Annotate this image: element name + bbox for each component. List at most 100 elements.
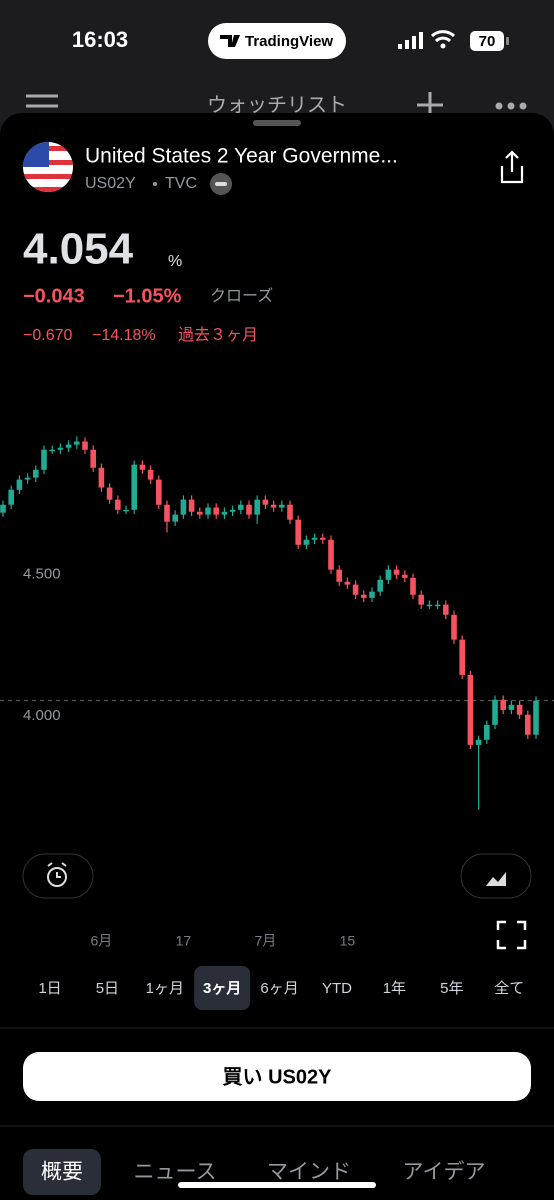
candle-body	[115, 499, 121, 510]
exchange: TVC	[165, 175, 197, 192]
candle-body	[418, 594, 424, 605]
range-tab[interactable]: 全て	[494, 979, 524, 997]
candle-body	[164, 504, 170, 522]
y-tick-label: 4.000	[23, 707, 61, 724]
candle-body	[205, 507, 211, 515]
separator-dot	[153, 182, 157, 186]
candle-body	[147, 469, 154, 480]
change: −0.043	[23, 285, 85, 307]
candle-body	[213, 507, 219, 515]
candle-body	[377, 579, 383, 592]
candle-body	[467, 674, 474, 745]
candle-body	[106, 487, 113, 500]
flag	[23, 142, 73, 192]
candle-body	[311, 537, 318, 540]
candle-body	[516, 704, 523, 715]
candle-body	[74, 441, 80, 445]
x-tick-label: 17	[176, 933, 192, 949]
candle-body	[328, 539, 334, 570]
candle-body	[279, 504, 285, 508]
candle-body	[41, 449, 47, 470]
sheet-handle[interactable]	[253, 120, 301, 126]
candle-body	[344, 581, 351, 585]
candle-body	[492, 699, 498, 725]
x-tick-label: 7月	[255, 933, 277, 949]
tv-logo	[220, 35, 240, 47]
bottom-tab[interactable]: ニュース	[134, 1161, 217, 1184]
wifi	[430, 30, 456, 43]
chart-type-button[interactable]	[460, 853, 532, 899]
range-tab[interactable]: 1ヶ月	[146, 980, 184, 997]
bottom-tab[interactable]: マインド	[267, 1161, 351, 1184]
candle-body	[180, 499, 187, 515]
background-title: ウォッチリスト	[207, 94, 347, 116]
x-tick-label: 6月	[91, 933, 113, 949]
price: 4.054	[23, 225, 134, 274]
candle-body	[287, 504, 293, 520]
alert-button[interactable]	[22, 853, 94, 899]
chart-type-icon	[486, 872, 506, 886]
candle-body	[484, 724, 490, 740]
range-tab[interactable]: 1日	[38, 980, 61, 997]
fullscreen-icon[interactable]	[496, 920, 527, 950]
y-tick-label: 4.500	[23, 566, 61, 583]
candle-body	[254, 499, 260, 515]
candle-body	[393, 569, 400, 575]
candle-body	[82, 441, 88, 450]
wifi-dot	[440, 43, 446, 49]
candle-body	[139, 464, 146, 470]
candle-body	[303, 539, 310, 545]
candle-body	[369, 591, 375, 598]
candle-body	[65, 444, 72, 448]
period-label: 過去３ヶ月	[178, 326, 258, 344]
selected-tab-bg	[194, 966, 251, 1010]
battery-level: 70	[479, 33, 496, 50]
candle-body	[16, 479, 23, 490]
candle-body	[475, 739, 482, 745]
menu-icon[interactable]	[26, 94, 58, 108]
sheet	[0, 113, 554, 1200]
candle-body	[229, 509, 236, 512]
share-icon[interactable]	[500, 150, 524, 184]
buy-button[interactable]	[23, 1052, 531, 1101]
candle-body	[57, 447, 64, 450]
ticker: US02Y	[85, 175, 136, 192]
candle-body	[410, 577, 416, 595]
candle-body	[270, 504, 277, 508]
candle-body	[8, 489, 14, 505]
range-tab[interactable]: 6ヶ月	[260, 980, 298, 997]
candle-body	[172, 514, 178, 522]
range-tab[interactable]: YTD	[322, 980, 352, 997]
candle-body	[238, 504, 244, 510]
range-tab[interactable]: 3ヶ月	[203, 980, 241, 997]
range-tab[interactable]: 5日	[96, 980, 119, 997]
range-tabs: 1日 5日 1ヶ月 3ヶ月 6ヶ月 YTD 1年 5年 全て	[38, 966, 524, 1010]
range-tab[interactable]: 1年	[383, 980, 406, 997]
candle-body	[90, 449, 96, 468]
app-pill	[208, 23, 346, 59]
range-tab[interactable]: 5年	[440, 980, 463, 997]
candle-body	[0, 504, 6, 513]
more-icon[interactable]	[495, 102, 527, 110]
x-tick-label: 15	[340, 933, 356, 949]
candle-body	[525, 714, 531, 735]
bottom-tab[interactable]: 概要	[41, 1161, 83, 1184]
candle-body	[361, 594, 367, 598]
selected-tab-bg	[23, 1149, 101, 1195]
candle-body	[426, 604, 433, 607]
candle-body	[131, 464, 137, 510]
candle-body	[533, 700, 539, 735]
battery	[470, 31, 504, 51]
bottom-tab[interactable]: アイデア	[403, 1161, 486, 1184]
period-change: −0.670	[23, 327, 72, 344]
candle-body	[336, 569, 342, 582]
candle-body	[434, 604, 441, 607]
time: 16:03	[72, 27, 128, 52]
candlestick-chart[interactable]: 4.500 4.000 6月 17 7月 15	[0, 436, 554, 949]
candle-body	[246, 504, 252, 515]
status-badge-dash	[215, 182, 227, 186]
candle-body	[459, 639, 465, 675]
candle-body	[156, 479, 162, 505]
candle-body	[262, 499, 269, 505]
